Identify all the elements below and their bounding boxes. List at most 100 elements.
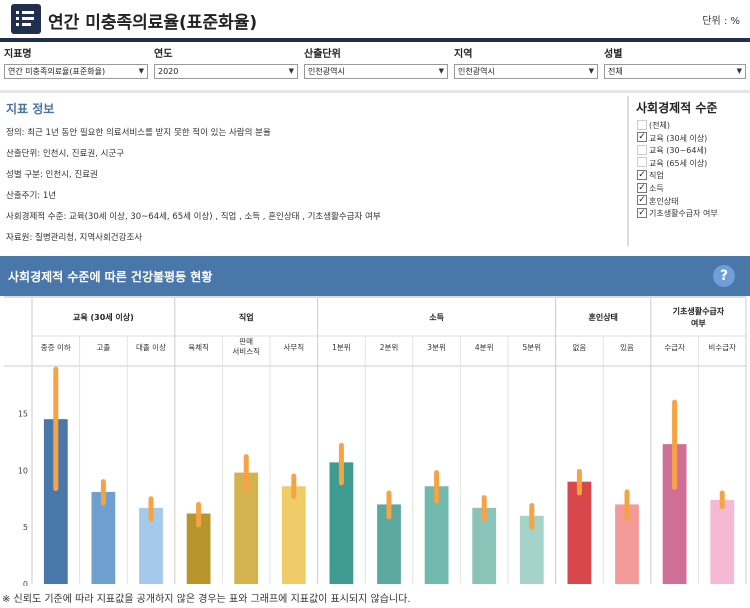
bar bbox=[91, 491, 116, 584]
year-select[interactable]: 2020 ▼ bbox=[154, 64, 298, 79]
category-label: 없음 bbox=[572, 343, 586, 352]
indicator-select[interactable]: 연간 미충족의료율(표준화율) ▼ bbox=[4, 64, 148, 79]
chevron-down-icon: ▼ bbox=[588, 67, 594, 75]
bar bbox=[43, 419, 68, 584]
info-source: 자료원: 질병관리청, 지역사회건강조사 bbox=[6, 233, 143, 243]
region-select[interactable]: 인천광역시 ▼ bbox=[454, 64, 598, 79]
ses-checkbox-item[interactable]: ✓ 소득 bbox=[637, 182, 664, 195]
checkbox-unchecked-icon[interactable] bbox=[637, 119, 647, 130]
checkbox-checked-icon[interactable]: ✓ bbox=[637, 169, 647, 180]
bar bbox=[710, 499, 735, 584]
category-label: 중증 이하 bbox=[41, 342, 71, 352]
category-label: 4분위 bbox=[475, 343, 494, 352]
y-tick-label: 10 bbox=[18, 466, 28, 475]
ses-checkbox-item[interactable]: ✓ 직업 bbox=[637, 169, 664, 182]
filter-label: 지역 bbox=[454, 49, 473, 60]
category-label: 5분위 bbox=[523, 343, 542, 352]
filter-sex: 성별 전체 ▼ bbox=[604, 46, 746, 79]
y-tick-label: 0 bbox=[23, 580, 28, 586]
info-ses: 사회경제적 수준: 교육(30세 이상, 30~64세, 65세 이상) , 직… bbox=[6, 212, 381, 222]
ses-checkbox-item[interactable]: 교육 (30~64세) bbox=[637, 144, 707, 157]
category-label: 판매 bbox=[239, 337, 253, 346]
select-value: 인천광역시 bbox=[308, 67, 345, 76]
ses-checkbox-item[interactable]: ✓ 교육 (30세 이상) bbox=[637, 132, 707, 145]
category-label: 서비스직 bbox=[232, 346, 260, 356]
y-tick-label: 5 bbox=[23, 523, 28, 532]
chart-title: 사회경제적 수준에 따른 건강불평등 현황 bbox=[8, 270, 213, 284]
bar bbox=[662, 444, 687, 584]
ses-checkbox-item[interactable]: ✓ 기초생활수급자 여부 bbox=[637, 207, 718, 220]
chevron-down-icon: ▼ bbox=[288, 67, 294, 75]
footnote: ※ 신뢰도 기준에 따라 지표값을 공개하지 않은 경우는 표와 그래프에 지표… bbox=[2, 594, 411, 605]
unit-label: 단위 : % bbox=[702, 16, 740, 27]
help-icon[interactable]: ? bbox=[713, 265, 735, 287]
select-value: 인천광역시 bbox=[458, 67, 495, 76]
chart-banner: 사회경제적 수준에 따른 건강불평등 현황 ? bbox=[0, 256, 750, 296]
category-label: 수급자 bbox=[664, 343, 685, 352]
info-cycle: 산출주기: 1년 bbox=[6, 191, 57, 201]
chevron-down-icon: ▼ bbox=[438, 67, 444, 75]
filter-label: 성별 bbox=[604, 49, 623, 60]
list-icon bbox=[11, 4, 41, 34]
category-label: 대졸 이상 bbox=[136, 342, 166, 352]
ses-checkbox-item[interactable]: ✓ 혼인상태 bbox=[637, 195, 678, 208]
category-label: 3분위 bbox=[427, 343, 446, 352]
checkbox-checked-icon[interactable]: ✓ bbox=[637, 195, 647, 206]
filter-label: 연도 bbox=[154, 49, 173, 60]
category-label: 1분위 bbox=[332, 343, 351, 352]
ses-title: 사회경제적 수준 bbox=[636, 101, 718, 115]
checkbox-checked-icon[interactable]: ✓ bbox=[637, 132, 647, 143]
select-value: 연간 미충족의료율(표준화율) bbox=[8, 67, 106, 76]
checkbox-checked-icon[interactable]: ✓ bbox=[637, 207, 647, 218]
ses-checkbox-item[interactable]: (전체) bbox=[637, 119, 670, 132]
select-value: 2020 bbox=[158, 67, 179, 76]
bar bbox=[139, 507, 163, 584]
bar bbox=[186, 513, 211, 584]
bar bbox=[424, 486, 449, 584]
filter-year: 연도 2020 ▼ bbox=[154, 46, 298, 79]
page-title: 연간 미충족의료율(표준화율) bbox=[48, 13, 258, 33]
select-value: 전체 bbox=[608, 67, 623, 76]
ses-checkbox-item[interactable]: 교육 (65세 이상) bbox=[637, 157, 708, 170]
indicator-info: 지표 정보 정의: 최근 1년 동안 필요한 의료서비스를 받지 못한 적이 있… bbox=[0, 96, 628, 248]
y-tick-label: 15 bbox=[18, 409, 28, 418]
bar bbox=[615, 504, 639, 584]
checkbox-checked-icon[interactable]: ✓ bbox=[637, 182, 647, 193]
filter-indicator: 지표명 연간 미충족의료율(표준화율) ▼ bbox=[4, 46, 148, 79]
divider bbox=[627, 96, 629, 246]
header: 연간 미충족의료율(표준화율) 단위 : % bbox=[0, 0, 750, 42]
filter-region: 지역 인천광역시 ▼ bbox=[454, 46, 598, 79]
category-label: 2분위 bbox=[380, 343, 399, 352]
bar bbox=[234, 472, 259, 584]
info-unit: 산출단위: 인천시, 진료권, 시군구 bbox=[6, 149, 125, 159]
checkbox-label: 교육 (65세 이상) bbox=[649, 158, 708, 168]
info-definition: 정의: 최근 1년 동안 필요한 의료서비스를 받지 못한 적이 있는 사람의 … bbox=[6, 128, 271, 138]
category-label: 비수급자 bbox=[708, 343, 736, 352]
unit-select[interactable]: 인천광역시 ▼ bbox=[304, 64, 448, 79]
checkbox-label: 기초생활수급자 여부 bbox=[649, 209, 718, 219]
checkbox-label: (전체) bbox=[649, 121, 670, 130]
bar bbox=[519, 515, 544, 584]
sex-select[interactable]: 전체 ▼ bbox=[604, 64, 746, 79]
checkbox-label: 소득 bbox=[649, 184, 664, 193]
group-label: 기초생활수급자 bbox=[673, 306, 725, 316]
checkbox-unchecked-icon[interactable] bbox=[637, 157, 647, 168]
filter-bar: 지표명 연간 미충족의료율(표준화율) ▼ 연도 2020 ▼ 산출단위 인천광… bbox=[0, 46, 750, 86]
group-label: 교육 (30세 이상) bbox=[73, 312, 134, 322]
chevron-down-icon: ▼ bbox=[138, 67, 144, 75]
checkbox-label: 교육 (30~64세) bbox=[649, 146, 707, 156]
bar bbox=[281, 486, 306, 584]
group-label: 여부 bbox=[691, 318, 706, 328]
category-label: 사무직 bbox=[283, 342, 304, 352]
category-label: 있음 bbox=[620, 343, 634, 352]
group-label: 소득 bbox=[429, 313, 444, 322]
info-title: 지표 정보 bbox=[6, 102, 55, 116]
info-sex: 성별 구분: 인천시, 진료권 bbox=[6, 170, 98, 180]
bar bbox=[472, 507, 497, 584]
chevron-down-icon: ▼ bbox=[736, 67, 742, 75]
checkbox-unchecked-icon[interactable] bbox=[637, 144, 647, 155]
filter-label: 산출단위 bbox=[304, 49, 341, 60]
group-label: 혼인상태 bbox=[588, 312, 617, 322]
checkbox-label: 직업 bbox=[649, 171, 664, 181]
